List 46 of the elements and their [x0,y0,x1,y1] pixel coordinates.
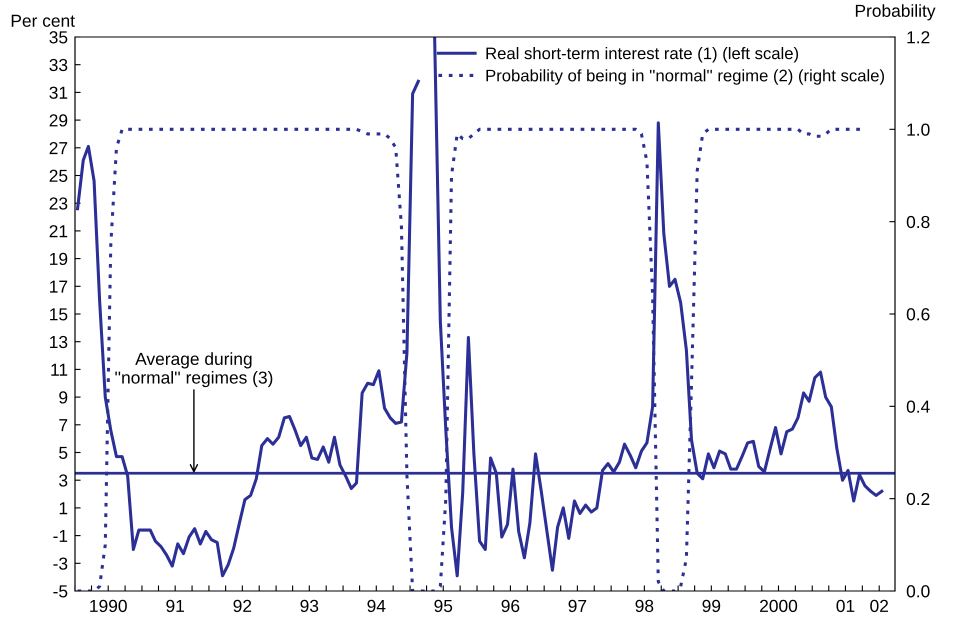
x-tick-label: 96 [502,600,520,612]
x-tick-label: 92 [234,600,252,612]
y2-tick-label: 0.4 [906,400,930,413]
x-tick-label: 94 [367,600,386,612]
y2-tick-label: 0.0 [906,585,930,598]
ref-line-label: Average during ''normal'' regimes (3) [115,352,272,388]
y-axis-title: Per cent [12,14,75,27]
y-tick-label: 13 [50,336,68,348]
y-tick-label: 15 [50,308,68,320]
x-tick-label: 02 [870,600,888,612]
x-tick-label: 01 [836,600,854,612]
x-tick-label: 98 [636,600,654,612]
y-tick-label: 33 [49,58,68,72]
y2-tick-label: 0.8 [906,216,930,228]
y-tick-label: 25 [50,170,68,182]
x-tick-label: 93 [300,600,318,612]
y2-tick-label: 1.0 [907,124,930,136]
y-tick-label: 17 [50,280,68,293]
x-tick-label: 95 [434,600,452,612]
y2-tick-label: 0.2 [906,492,930,506]
y-tick-label: -5 [53,585,68,598]
y-tick-label: -3 [53,557,68,570]
legend-label: Probability of being in ''normal'' regime (2) (right scale) [486,69,884,85]
legend-label: Real short-term interest rate (1) (left scale) [486,47,798,63]
y-tick-label: 7 [59,419,68,432]
y-tick-label: -1 [53,530,68,542]
y-tick-label: 9 [59,391,68,404]
y2-tick-label: 1.2 [907,31,930,44]
y-tick-label: 27 [50,142,68,154]
y-tick-label: 5 [59,446,68,459]
y-tick-label: 3 [59,474,68,487]
y-tick-label: 1 [60,502,68,514]
x-tick-label: 2000 [760,600,798,612]
y-tick-label: 11 [51,364,68,376]
y-tick-label: 29 [50,114,68,127]
y2-axis-title: Probability [856,4,936,20]
y-tick-label: 35 [49,31,68,44]
y2-tick-label: 0.6 [906,308,930,320]
x-tick-label: 99 [702,600,720,612]
y-tick-label: 19 [50,252,68,266]
y-tick-label: 23 [50,197,68,210]
y-tick-label: 31 [49,86,68,99]
x-tick-label: 97 [568,600,586,612]
x-tick-label: 1990 [90,600,127,612]
y-tick-label: 21 [50,225,68,238]
x-tick-label: 91 [166,600,184,612]
